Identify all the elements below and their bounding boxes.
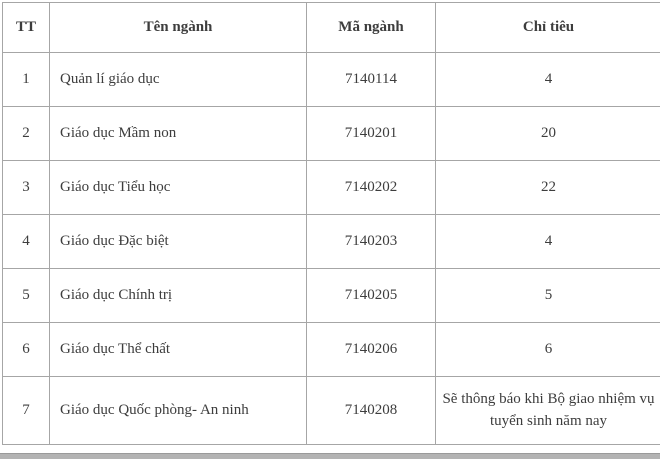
cell-ma-nganh: 7140201 [306, 106, 436, 161]
cell-chi-tieu: 20 [435, 106, 660, 161]
cell-tt: 3 [2, 160, 50, 215]
cell-ten-nganh: Giáo dục Thể chất [49, 322, 307, 377]
bottom-edge-bar [0, 453, 660, 459]
cell-ten-nganh: Giáo dục Quốc phòng- An ninh [49, 376, 307, 445]
table-row: 5 Giáo dục Chính trị 7140205 5 [2, 268, 660, 323]
cell-ma-nganh: 7140206 [306, 322, 436, 377]
cell-chi-tieu: 4 [435, 214, 660, 269]
cell-chi-tieu: 4 [435, 52, 660, 107]
table-row: 6 Giáo dục Thể chất 7140206 6 [2, 322, 660, 377]
column-header-chi-tieu: Chỉ tiêu [435, 2, 660, 53]
table-row: 3 Giáo dục Tiểu học 7140202 22 [2, 160, 660, 215]
table-row: 1 Quản lí giáo dục 7140114 4 [2, 52, 660, 107]
cell-ten-nganh: Giáo dục Đặc biệt [49, 214, 307, 269]
table-row: 7 Giáo dục Quốc phòng- An ninh 7140208 S… [2, 376, 660, 445]
cell-chi-tieu: 22 [435, 160, 660, 215]
column-header-ma-nganh: Mã ngành [306, 2, 436, 53]
cell-chi-tieu: 6 [435, 322, 660, 377]
cell-ten-nganh: Quản lí giáo dục [49, 52, 307, 107]
cell-chi-tieu: Sẽ thông báo khi Bộ giao nhiệm vụ tuyển … [435, 376, 660, 445]
cell-ma-nganh: 7140203 [306, 214, 436, 269]
cell-tt: 6 [2, 322, 50, 377]
cell-ma-nganh: 7140202 [306, 160, 436, 215]
cell-ma-nganh: 7140208 [306, 376, 436, 445]
cell-tt: 4 [2, 214, 50, 269]
column-header-tt: TT [2, 2, 50, 53]
cell-tt: 1 [2, 52, 50, 107]
cell-tt: 2 [2, 106, 50, 161]
table-row: 4 Giáo dục Đặc biệt 7140203 4 [2, 214, 660, 269]
cell-tt: 7 [2, 376, 50, 445]
column-header-ten-nganh: Tên ngành [49, 2, 307, 53]
admissions-quota-table: TT Tên ngành Mã ngành Chỉ tiêu 1 Quản lí… [2, 2, 660, 445]
cell-ma-nganh: 7140114 [306, 52, 436, 107]
cell-ten-nganh: Giáo dục Mầm non [49, 106, 307, 161]
cell-chi-tieu: 5 [435, 268, 660, 323]
header-row: TT Tên ngành Mã ngành Chỉ tiêu [2, 2, 660, 53]
cell-ten-nganh: Giáo dục Chính trị [49, 268, 307, 323]
cell-tt: 5 [2, 268, 50, 323]
cell-ten-nganh: Giáo dục Tiểu học [49, 160, 307, 215]
table-row: 2 Giáo dục Mầm non 7140201 20 [2, 106, 660, 161]
cell-ma-nganh: 7140205 [306, 268, 436, 323]
